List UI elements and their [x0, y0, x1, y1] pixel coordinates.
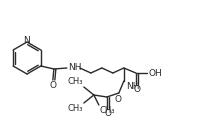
- Text: O: O: [133, 86, 140, 94]
- Text: N: N: [24, 36, 30, 45]
- Text: O: O: [104, 109, 111, 118]
- Text: O: O: [114, 94, 121, 103]
- Text: O: O: [50, 82, 57, 90]
- Text: OH: OH: [149, 69, 163, 77]
- Text: CH₃: CH₃: [100, 106, 115, 115]
- Text: NH: NH: [68, 63, 81, 72]
- Text: NH: NH: [126, 82, 139, 91]
- Text: CH₃: CH₃: [67, 104, 83, 113]
- Text: CH₃: CH₃: [67, 77, 83, 86]
